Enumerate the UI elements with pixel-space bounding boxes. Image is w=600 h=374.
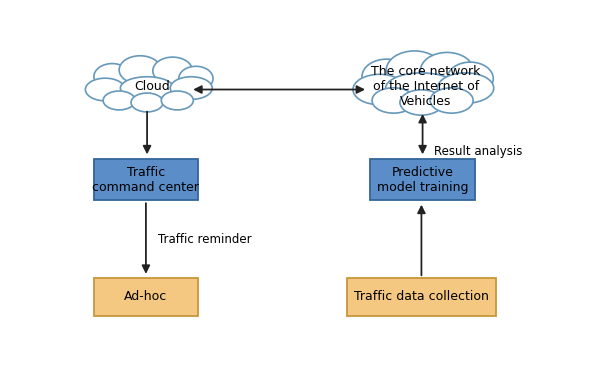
Ellipse shape [94, 64, 131, 89]
Text: Traffic
command center: Traffic command center [92, 166, 199, 193]
Ellipse shape [430, 88, 473, 113]
Ellipse shape [85, 78, 125, 101]
Ellipse shape [372, 88, 415, 113]
Ellipse shape [386, 51, 443, 89]
Text: Result analysis: Result analysis [434, 145, 523, 158]
FancyBboxPatch shape [94, 159, 198, 200]
Ellipse shape [437, 73, 494, 103]
Text: Predictive
model training: Predictive model training [377, 166, 469, 193]
FancyBboxPatch shape [94, 278, 198, 316]
Ellipse shape [170, 77, 212, 99]
Text: Traffic reminder: Traffic reminder [158, 233, 251, 246]
Ellipse shape [447, 62, 493, 95]
Ellipse shape [131, 93, 163, 112]
Ellipse shape [103, 91, 135, 110]
Ellipse shape [353, 74, 406, 105]
Ellipse shape [386, 73, 457, 103]
Text: Traffic data collection: Traffic data collection [354, 290, 489, 303]
Ellipse shape [161, 91, 193, 110]
FancyBboxPatch shape [370, 159, 475, 200]
Ellipse shape [400, 90, 443, 115]
Text: Ad-hoc: Ad-hoc [124, 290, 167, 303]
Ellipse shape [153, 57, 193, 85]
Ellipse shape [179, 66, 213, 91]
Ellipse shape [421, 52, 473, 89]
Text: The core network
of the Internet of
Vehicles: The core network of the Internet of Vehi… [371, 65, 481, 108]
Ellipse shape [121, 77, 174, 99]
Ellipse shape [119, 56, 161, 84]
Text: Cloud: Cloud [134, 80, 170, 93]
FancyBboxPatch shape [347, 278, 496, 316]
Ellipse shape [362, 59, 411, 94]
